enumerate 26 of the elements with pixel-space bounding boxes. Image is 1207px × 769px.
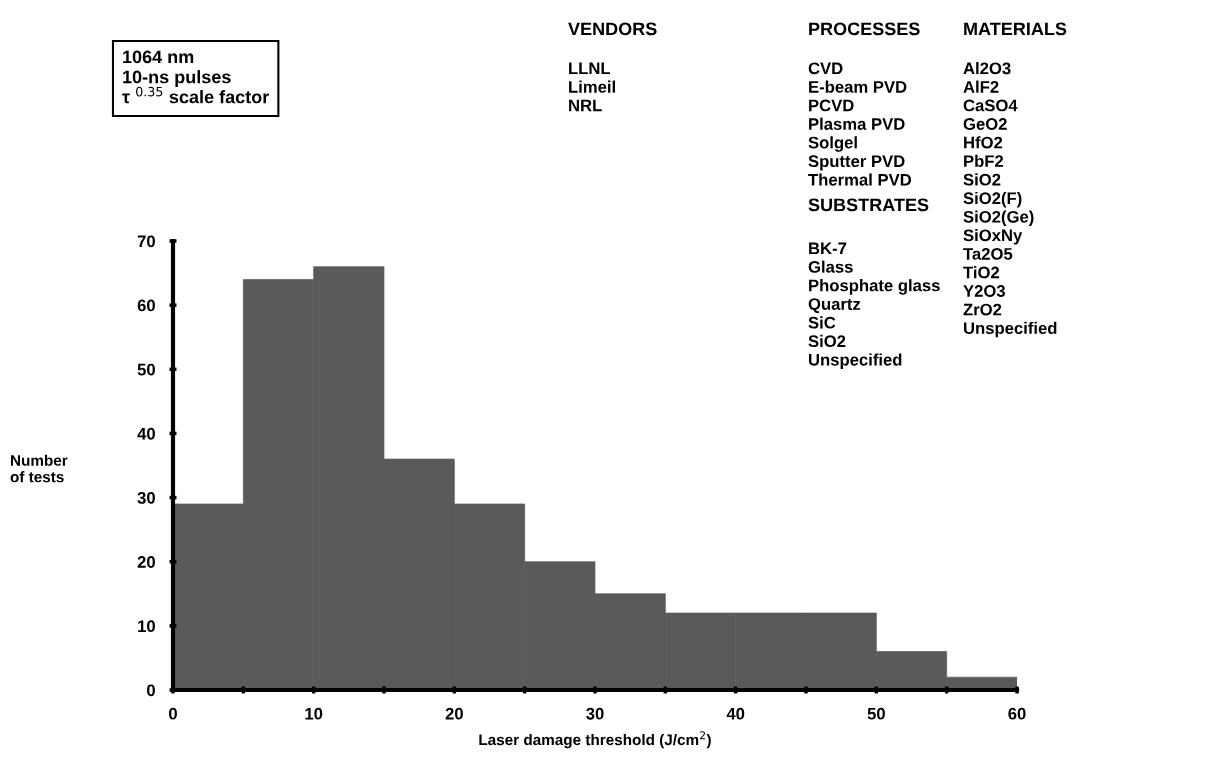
annotation: BK-7 Glass Phosphate glass Quartz SiC SiO2 Unspecified	[808, 242, 940, 369]
x-tick-label: 10	[305, 707, 323, 720]
y-tick-label: 30	[137, 491, 155, 504]
text: 1064 nm 10-ns pulses τ $^{0.35}$ scale factor	[122, 50, 269, 104]
x-tick-label: 30	[586, 707, 604, 720]
text: Al2O3 AlF2 CaSO4 GeO2 HfO2 PbF2 SiO2 SiO2(F) SiO2(Ge) SiOxNy Ta2O5 TiO2 Y2O3 ZrO2 Unspecified	[963, 62, 1057, 338]
text: CVD E-beam PVD PCVD Plasma PVD Solgel Sputter PVD Thermal PVD	[808, 62, 912, 186]
text: LLNL Limeil NRL	[569, 62, 615, 112]
text: PROCESSES	[809, 22, 920, 36]
text: VENDORS	[568, 22, 657, 36]
x-tick-label: 20	[445, 707, 463, 720]
y-tick-label: 20	[137, 556, 155, 568]
y-tick-label: 60	[137, 299, 155, 312]
x-tick-label: 50	[867, 707, 885, 720]
y-tick-label: 10	[138, 620, 155, 633]
y-tick-label: 0	[147, 684, 155, 697]
y-axis-title: Number of tests	[10, 454, 68, 483]
text: MATERIALS	[964, 22, 1067, 36]
y-tick-label: 70	[137, 235, 155, 248]
x-axis-title: Laser damage threshold (J/cm$^{2}$)	[479, 731, 711, 749]
x-tick-label: 0	[169, 707, 177, 720]
y-tick-label: 40	[137, 427, 155, 440]
x-tick-label: 60	[1008, 707, 1026, 720]
x-tick-label: 40	[726, 707, 745, 720]
y-tick-label: 50	[137, 363, 155, 376]
text: SUBSTRATES	[808, 198, 929, 212]
